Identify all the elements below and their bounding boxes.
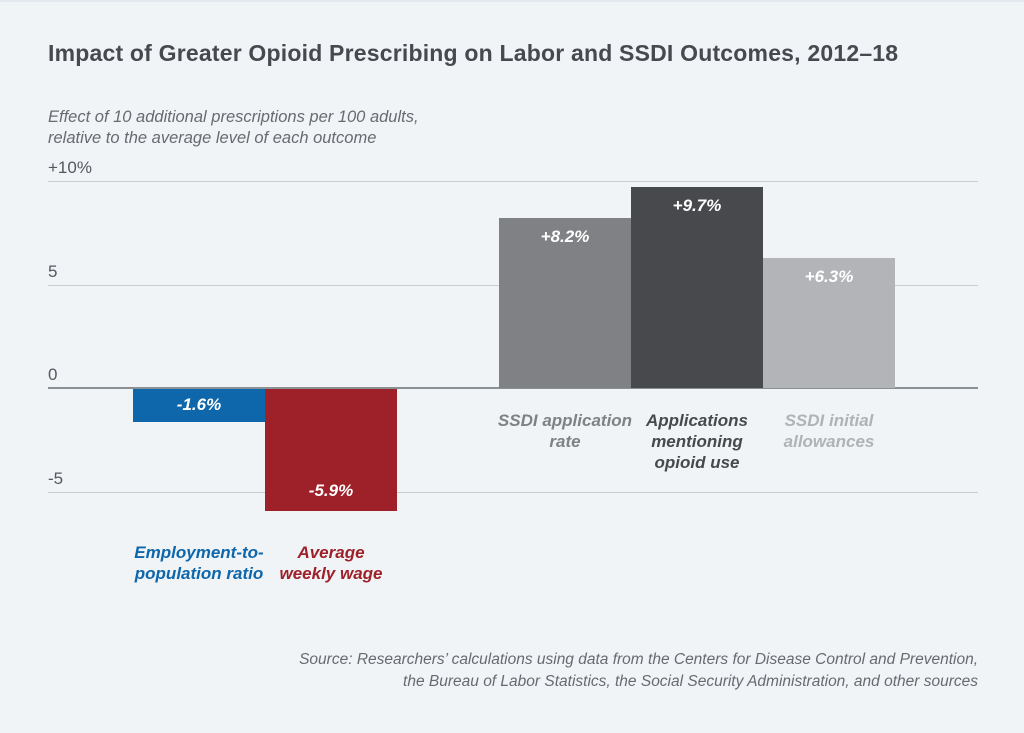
chart-subtitle-line-2: relative to the average level of each ou… [48, 129, 377, 147]
category-label-employment-to-population-ratio: Employment-to-population ratio [109, 542, 289, 584]
y-tick-label-10: +10% [48, 158, 92, 177]
bar-value-label-ssdi-application-rate: +8.2% [540, 227, 590, 246]
category-label-line: Employment-to- [134, 543, 264, 562]
bar-value-label-ssdi-initial-allowances: +6.3% [804, 267, 854, 286]
category-label-line: weekly wage [279, 564, 383, 583]
chart-subtitle-line-1: Effect of 10 additional prescriptions pe… [48, 108, 419, 126]
category-label-line: SSDI application [497, 411, 633, 430]
gridline-10 [48, 181, 978, 182]
bar-employment-to-population-ratio: -1.6% [133, 389, 265, 422]
category-label-applications-mentioning-opioid-use: Applications mentioning opioid use [607, 410, 787, 473]
category-label-line: mentioning [651, 432, 743, 451]
category-label-ssdi-application-rate: SSDI application rate [475, 410, 655, 452]
y-tick-label-0: 0 [48, 365, 58, 384]
bar-value-label-employment-to-population-ratio: -1.6% [176, 395, 222, 414]
category-label-ssdi-initial-allowances: SSDI initial allowances [739, 410, 919, 452]
source-note-line-1: Source: Researchers’ calculations using … [299, 651, 978, 668]
category-label-line: allowances [783, 432, 875, 451]
category-label-line: Applications [645, 411, 748, 430]
category-label-line: population ratio [134, 564, 264, 583]
bar-ssdi-initial-allowances: +6.3% [763, 258, 895, 388]
category-label-average-weekly-wage: Average weekly wage [241, 542, 421, 584]
gridline--5 [48, 492, 978, 493]
source-note-line-2: the Bureau of Labor Statistics, the Soci… [403, 673, 978, 690]
bar-value-label-applications-mentioning-opioid-use: +9.7% [672, 196, 722, 215]
category-label-line: opioid use [654, 453, 740, 472]
source-note: Source: Researchers’ calculations using … [178, 649, 978, 693]
bar-value-label-average-weekly-wage: -5.9% [308, 481, 354, 500]
chart-subtitle: Effect of 10 additional prescriptions pe… [48, 107, 419, 149]
bar-average-weekly-wage: -5.9% [265, 389, 397, 511]
y-tick-label--5: -5 [48, 469, 64, 488]
y-tick-label-5: 5 [48, 262, 58, 281]
gridline-0 [48, 387, 978, 389]
bar-ssdi-application-rate: +8.2% [499, 218, 631, 388]
category-label-line: rate [549, 432, 581, 451]
category-label-line: SSDI initial [784, 411, 874, 430]
category-label-line: Average [297, 543, 365, 562]
chart-title: Impact of Greater Opioid Prescribing on … [48, 40, 899, 66]
bar-applications-mentioning-opioid-use: +9.7% [631, 187, 763, 388]
